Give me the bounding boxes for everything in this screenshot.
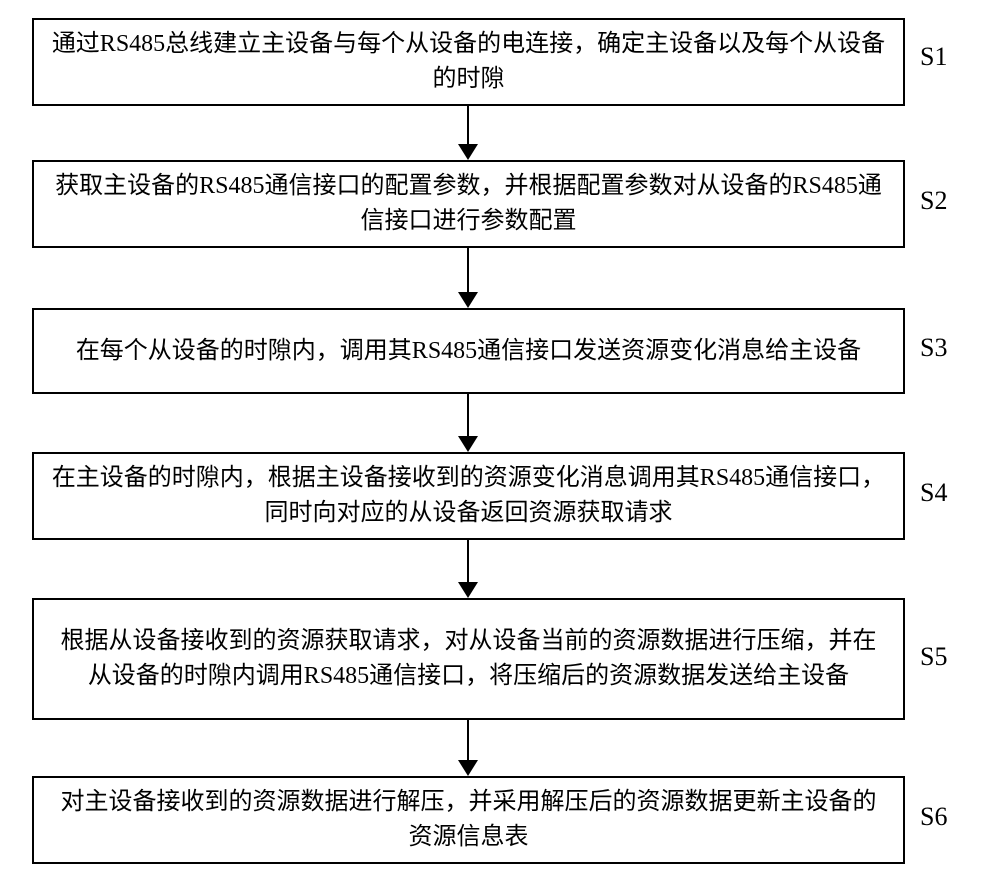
step-text: 根据从设备接收到的资源获取请求，对从设备当前的资源数据进行压缩，并在从设备的时隙… — [50, 624, 887, 694]
step-label-s1: S1 — [920, 42, 947, 72]
arrow-2 — [467, 248, 469, 306]
step-label-s2: S2 — [920, 186, 947, 216]
step-box-s3: 在每个从设备的时隙内，调用其RS485通信接口发送资源变化消息给主设备 — [32, 308, 905, 394]
step-box-s1: 通过RS485总线建立主设备与每个从设备的电连接，确定主设备以及每个从设备的时隙 — [32, 18, 905, 106]
step-label-s4: S4 — [920, 478, 947, 508]
step-text: 获取主设备的RS485通信接口的配置参数，并根据配置参数对从设备的RS485通信… — [50, 169, 887, 239]
step-box-s2: 获取主设备的RS485通信接口的配置参数，并根据配置参数对从设备的RS485通信… — [32, 160, 905, 248]
step-text: 在主设备的时隙内，根据主设备接收到的资源变化消息调用其RS485通信接口，同时向… — [50, 461, 887, 531]
step-box-s4: 在主设备的时隙内，根据主设备接收到的资源变化消息调用其RS485通信接口，同时向… — [32, 452, 905, 540]
step-text: 通过RS485总线建立主设备与每个从设备的电连接，确定主设备以及每个从设备的时隙 — [50, 27, 887, 97]
arrow-5 — [467, 720, 469, 774]
step-label-s6: S6 — [920, 802, 947, 832]
step-box-s5: 根据从设备接收到的资源获取请求，对从设备当前的资源数据进行压缩，并在从设备的时隙… — [32, 598, 905, 720]
step-label-s3: S3 — [920, 333, 947, 363]
arrow-1 — [467, 106, 469, 158]
arrow-4 — [467, 540, 469, 596]
step-text: 在每个从设备的时隙内，调用其RS485通信接口发送资源变化消息给主设备 — [76, 334, 861, 369]
step-text: 对主设备接收到的资源数据进行解压，并采用解压后的资源数据更新主设备的资源信息表 — [50, 785, 887, 855]
flowchart-container: 通过RS485总线建立主设备与每个从设备的电连接，确定主设备以及每个从设备的时隙… — [0, 0, 1000, 896]
step-box-s6: 对主设备接收到的资源数据进行解压，并采用解压后的资源数据更新主设备的资源信息表 — [32, 776, 905, 864]
arrow-3 — [467, 394, 469, 450]
step-label-s5: S5 — [920, 642, 947, 672]
